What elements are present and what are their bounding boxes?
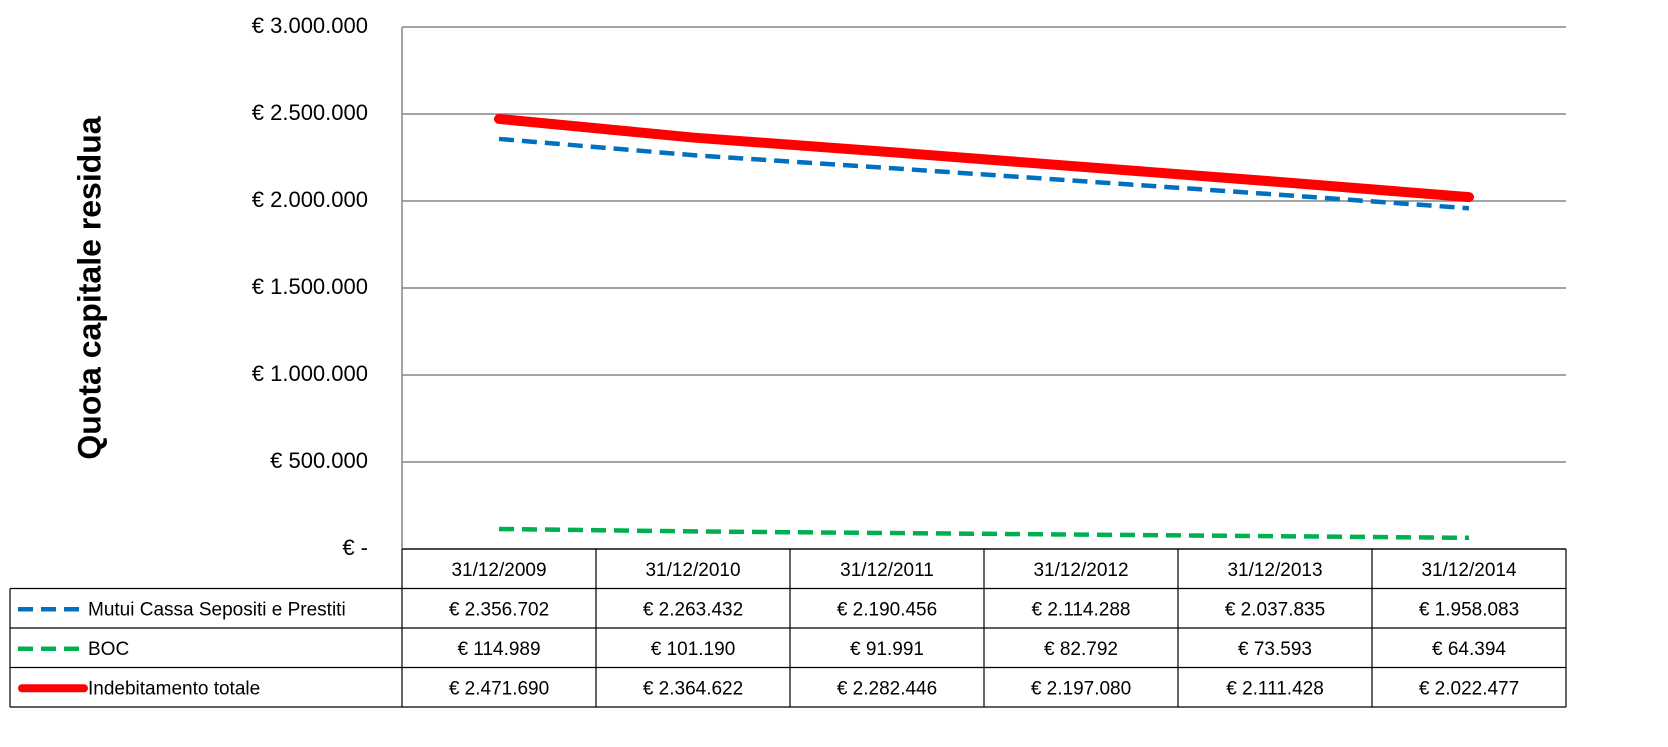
table-value: € 2.190.456 [837,599,937,620]
table-value: € 91.991 [850,639,924,660]
table-value: € 2.471.690 [449,678,549,699]
x-tick-label: 31/12/2009 [451,560,546,581]
y-tick-label: € - [342,535,368,560]
y-axis-title: Quota capitale residua [71,116,107,459]
table-value: € 2.022.477 [1419,678,1519,699]
table-value: € 114.989 [457,639,540,660]
table-value: € 2.282.446 [837,678,937,699]
y-tick-label: € 2.000.000 [252,187,368,212]
table-value: € 2.263.432 [643,599,743,620]
table-value: € 101.190 [651,639,736,660]
table-value: € 2.114.288 [1032,599,1131,620]
x-tick-label: 31/12/2013 [1227,560,1322,581]
y-tick-label: € 1.000.000 [252,361,368,386]
table-value: € 64.394 [1432,639,1506,660]
y-tick-label: € 3.000.000 [252,13,368,38]
y-tick-label: € 2.500.000 [252,100,368,125]
series-line [494,113,1474,203]
table-value: € 82.792 [1044,639,1118,660]
table-value: € 2.356.702 [449,599,549,620]
legend-label: Indebitamento totale [88,678,260,699]
table-value: € 2.111.428 [1226,678,1324,699]
legend-label: BOC [88,639,129,660]
table-value: € 2.364.622 [643,678,743,699]
table-value: € 2.197.080 [1031,678,1131,699]
y-tick-label: € 1.500.000 [252,274,368,299]
table-value: € 73.593 [1238,639,1312,660]
y-tick-label: € 500.000 [270,448,368,473]
x-tick-label: 31/12/2011 [840,560,934,581]
x-tick-label: 31/12/2010 [645,560,740,581]
legend-label: Mutui Cassa Sepositi e Prestiti [88,599,346,620]
table-value: € 1.958.083 [1419,599,1519,620]
x-tick-label: 31/12/2014 [1421,560,1517,581]
series-line [498,136,1470,211]
x-tick-label: 31/12/2012 [1033,560,1128,581]
series-line [498,526,1470,541]
table-value: € 2.037.835 [1225,599,1325,620]
